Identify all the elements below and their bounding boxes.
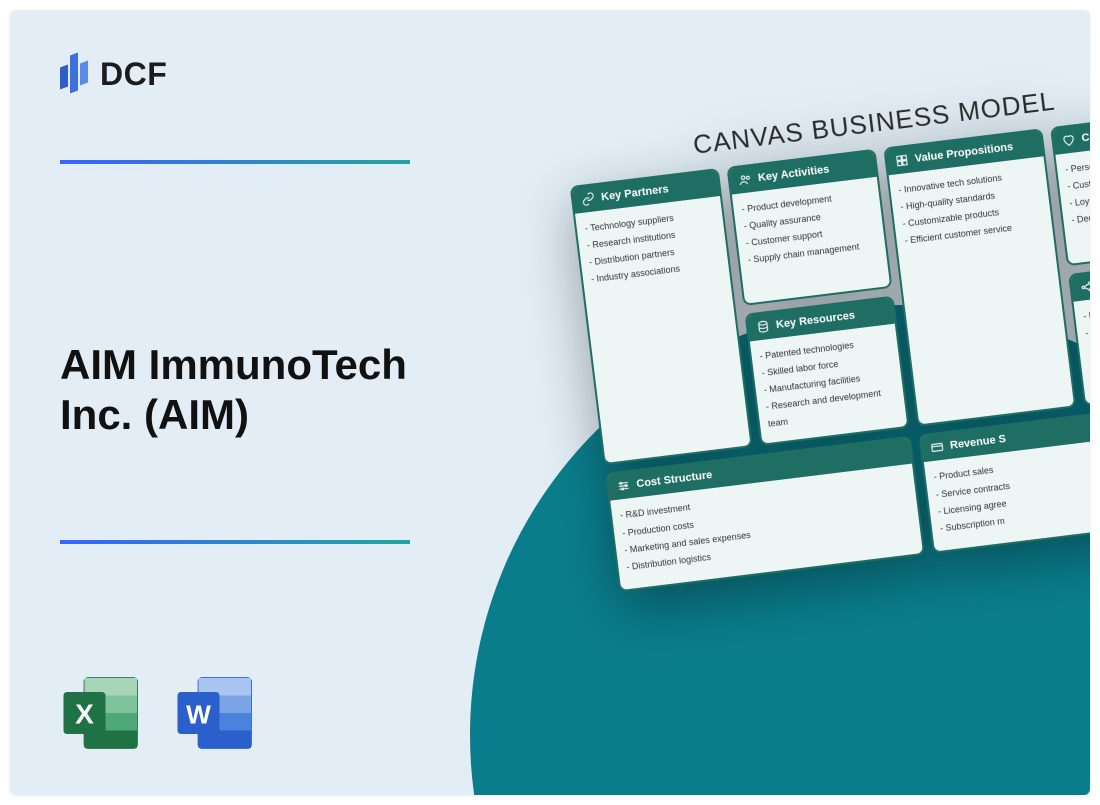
- svg-text:W: W: [186, 700, 211, 730]
- canvas-preview: CANVAS BUSINESS MODEL Key Partners Techn…: [565, 70, 1090, 593]
- canvas-grid: Key Partners Technology suppliersResearc…: [570, 111, 1090, 593]
- divider-top: [60, 160, 410, 164]
- grid-icon: [894, 153, 910, 169]
- logo-text: DCF: [100, 56, 167, 93]
- svg-text:X: X: [75, 699, 94, 730]
- heart-icon: [1061, 132, 1077, 148]
- block-value-propositions: Value Propositions Innovative tech solut…: [883, 128, 1076, 427]
- excel-icon: X: [60, 671, 144, 755]
- sliders-icon: [616, 479, 632, 495]
- logo-bars-icon: [60, 50, 90, 98]
- divider-bottom: [60, 540, 410, 544]
- block-key-activities: Key Activities Product developmentQualit…: [726, 149, 892, 306]
- block-key-resources: Key Resources Patented technologiesSkill…: [744, 296, 909, 447]
- promo-card: DCF AIM ImmunoTech Inc. (AIM) X: [10, 10, 1090, 795]
- app-icons-row: X W: [60, 671, 258, 755]
- link-icon: [581, 191, 597, 207]
- page-title: AIM ImmunoTech Inc. (AIM): [60, 340, 480, 439]
- brand-logo: DCF: [60, 50, 167, 98]
- card-icon: [929, 440, 945, 456]
- database-icon: [755, 319, 771, 335]
- share-icon: [1079, 279, 1090, 295]
- people-icon: [737, 172, 753, 188]
- block-key-partners: Key Partners Technology suppliersResearc…: [570, 168, 753, 466]
- word-icon: W: [174, 671, 258, 755]
